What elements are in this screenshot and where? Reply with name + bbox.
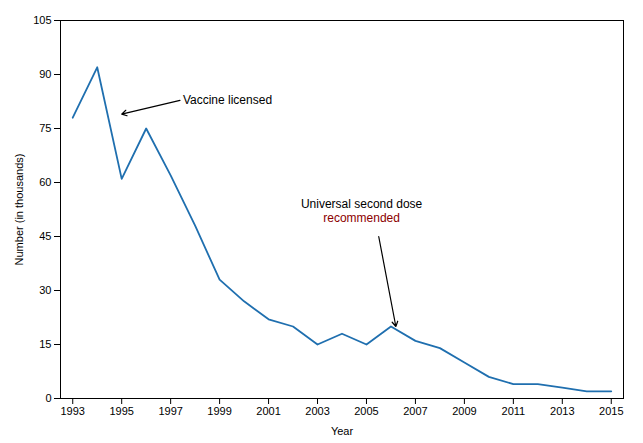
svg-text:105: 105 — [33, 14, 51, 26]
svg-text:75: 75 — [39, 122, 51, 134]
svg-text:30: 30 — [39, 284, 51, 296]
svg-text:2005: 2005 — [354, 405, 378, 417]
svg-text:Universal second dose: Universal second dose — [301, 197, 423, 211]
svg-text:2013: 2013 — [550, 405, 574, 417]
svg-text:1997: 1997 — [158, 405, 182, 417]
svg-text:2001: 2001 — [256, 405, 280, 417]
svg-text:1995: 1995 — [109, 405, 133, 417]
svg-text:0: 0 — [45, 392, 51, 404]
svg-text:2015: 2015 — [599, 405, 623, 417]
svg-text:2011: 2011 — [502, 405, 526, 417]
svg-text:2007: 2007 — [403, 405, 427, 417]
svg-text:2009: 2009 — [452, 405, 476, 417]
svg-text:60: 60 — [39, 176, 51, 188]
svg-text:1999: 1999 — [207, 405, 231, 417]
svg-text:90: 90 — [39, 68, 51, 80]
svg-text:Year: Year — [331, 425, 354, 437]
svg-text:Vaccine licensed: Vaccine licensed — [183, 93, 272, 107]
svg-text:recommended: recommended — [323, 211, 400, 225]
svg-text:15: 15 — [39, 338, 51, 350]
svg-text:1993: 1993 — [60, 405, 84, 417]
svg-text:45: 45 — [39, 230, 51, 242]
svg-text:2003: 2003 — [305, 405, 329, 417]
svg-text:Number (in thousands): Number (in thousands) — [13, 154, 25, 266]
